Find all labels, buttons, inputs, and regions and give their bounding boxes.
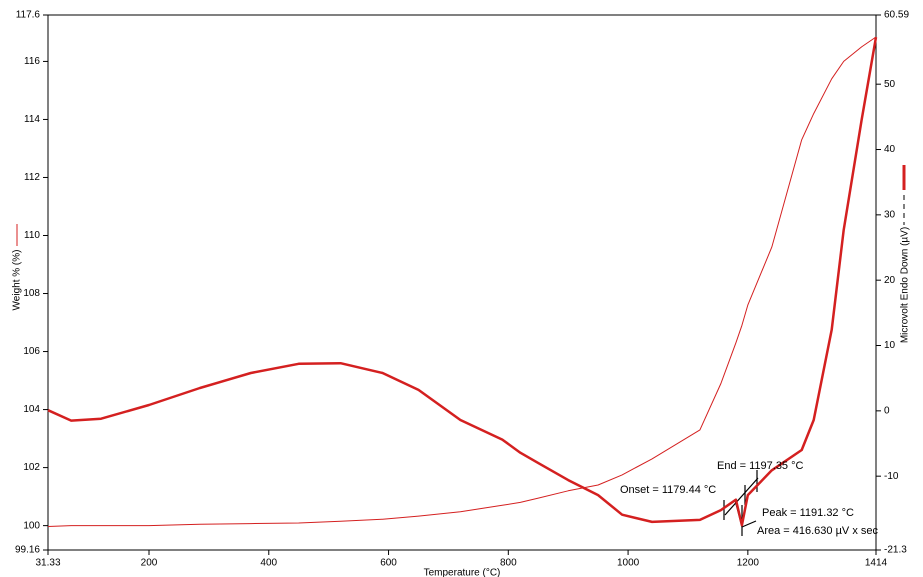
y2-tick-label: 30 [884, 209, 896, 220]
y-tick-label: 114 [24, 114, 40, 125]
x-tick-label: 600 [380, 558, 397, 569]
y-tick-label: 102 [23, 462, 40, 473]
x-tick-label: 31.33 [35, 558, 60, 569]
y2-axis-label: Microvolt Endo Down (µV) [900, 227, 911, 343]
y-tick-label: 117.6 [16, 10, 41, 21]
x-tick-label: 1200 [737, 558, 760, 569]
y-tick-label: 106 [23, 346, 40, 357]
annotation: End = 1197.35 °C [717, 460, 804, 472]
y-tick-label: 108 [23, 288, 40, 299]
y2-tick-label: 0 [884, 405, 890, 416]
x-axis-label: Temperature (°C) [424, 568, 501, 577]
y2-tick-label: 50 [884, 79, 896, 90]
y2-tick-label: 10 [884, 340, 896, 351]
x-tick-label: 400 [260, 558, 277, 569]
y2-tick-label: -10 [884, 471, 899, 482]
y-tick-label: 116 [24, 56, 40, 67]
y-tick-label: 100 [23, 520, 40, 531]
annotation: Onset = 1179.44 °C [620, 484, 716, 496]
y-tick-label: 104 [23, 404, 40, 415]
annotation: Peak = 1191.32 °C [762, 507, 854, 519]
series-line [47, 36, 878, 527]
y-tick-label: 99.16 [15, 545, 40, 556]
y-tick-label: 112 [24, 172, 40, 183]
plot-area [47, 14, 877, 551]
y2-tick-label: 60.59 [884, 10, 909, 21]
annotation: Area = 416.630 µV x sec [757, 525, 878, 537]
y2-tick-label: -21.3 [884, 545, 907, 556]
x-tick-label: 1414 [865, 558, 888, 569]
x-tick-label: 1000 [617, 558, 640, 569]
y-axis-label: Weight % (%) [12, 250, 23, 311]
x-tick-label: 800 [500, 558, 517, 569]
y-tick-label: 110 [24, 230, 40, 241]
y2-tick-label: 40 [884, 144, 896, 155]
x-tick-label: 200 [141, 558, 158, 569]
y2-tick-label: 20 [884, 275, 896, 286]
